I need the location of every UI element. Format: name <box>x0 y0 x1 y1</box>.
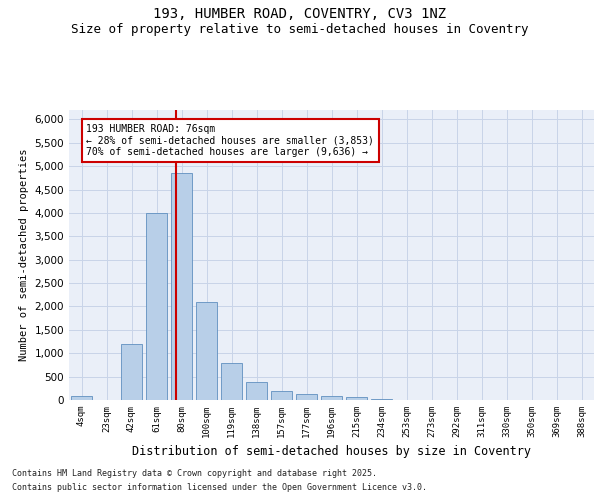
Bar <box>371 398 392 400</box>
Bar <box>296 394 317 400</box>
Bar <box>321 396 342 400</box>
Text: Size of property relative to semi-detached houses in Coventry: Size of property relative to semi-detach… <box>71 22 529 36</box>
Text: Contains HM Land Registry data © Crown copyright and database right 2025.: Contains HM Land Registry data © Crown c… <box>12 468 377 477</box>
Bar <box>221 362 242 400</box>
Bar <box>121 344 142 400</box>
Bar <box>146 213 167 400</box>
X-axis label: Distribution of semi-detached houses by size in Coventry: Distribution of semi-detached houses by … <box>132 446 531 458</box>
Bar <box>246 382 267 400</box>
Text: 193 HUMBER ROAD: 76sqm
← 28% of semi-detached houses are smaller (3,853)
70% of : 193 HUMBER ROAD: 76sqm ← 28% of semi-det… <box>86 124 374 157</box>
Text: Contains public sector information licensed under the Open Government Licence v3: Contains public sector information licen… <box>12 484 427 492</box>
Y-axis label: Number of semi-detached properties: Number of semi-detached properties <box>19 149 29 361</box>
Bar <box>196 302 217 400</box>
Text: 193, HUMBER ROAD, COVENTRY, CV3 1NZ: 193, HUMBER ROAD, COVENTRY, CV3 1NZ <box>154 8 446 22</box>
Bar <box>346 398 367 400</box>
Bar <box>71 396 92 400</box>
Bar <box>171 173 192 400</box>
Bar <box>271 390 292 400</box>
